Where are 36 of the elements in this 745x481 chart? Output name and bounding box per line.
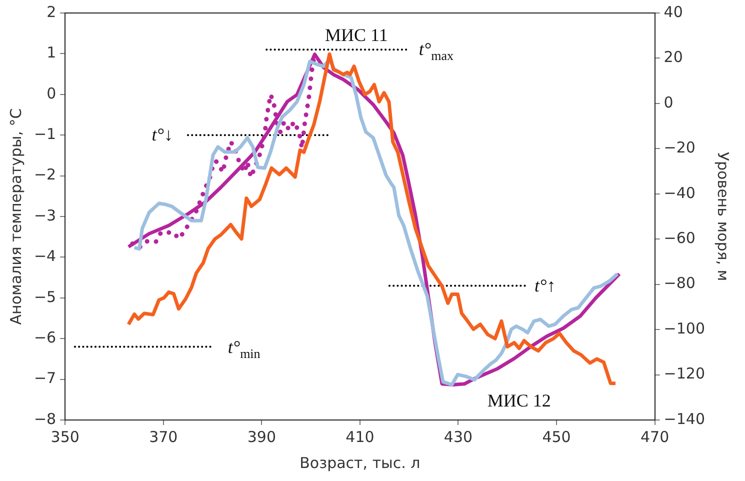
y2-tick-label: 0	[664, 93, 674, 112]
y2-tick-label: 20	[664, 48, 683, 66]
x-tick-label: 410	[346, 428, 374, 446]
y2-tick-label: −20	[664, 138, 696, 157]
x-tick-label: 350	[50, 428, 80, 446]
x-tick-label: 470	[640, 428, 670, 446]
x-axis-title: Возраст, тыс. л	[300, 454, 420, 472]
y-tick-label: 0	[46, 84, 56, 102]
y2-tick-label: 40	[664, 2, 683, 21]
y-tick-label: −8	[34, 410, 56, 428]
y-tick-label: −4	[34, 247, 56, 266]
annotation: t°↑	[534, 276, 556, 296]
y-tick-label: −5	[34, 288, 56, 306]
y2-tick-label: −80	[664, 274, 696, 292]
y-tick-label: −6	[34, 328, 56, 346]
annotation: МИС 11	[324, 24, 388, 45]
line-series	[130, 57, 316, 250]
annotation: t°↓	[152, 124, 173, 145]
y-tick-label: −1	[34, 124, 56, 143]
annotation: МИС 12	[487, 390, 551, 410]
y-tick-label: −7	[34, 369, 56, 388]
y2-tick-label: −60	[664, 229, 696, 247]
y-axis-title: Аномалия температуры, °C	[6, 108, 25, 325]
y-tick-label: 1	[46, 44, 56, 62]
y2-axis-title: Уровень моря, м	[714, 152, 732, 282]
x-tick-label: 370	[149, 428, 178, 446]
y2-tick-label: −140	[664, 410, 706, 428]
y-tick-label: −3	[34, 206, 56, 224]
y2-tick-label: −120	[664, 364, 706, 383]
y-tick-label: −2	[34, 166, 56, 184]
x-tick-label: 450	[542, 428, 571, 446]
y2-tick-label: −100	[664, 319, 706, 338]
y-tick-label: 2	[46, 2, 56, 21]
y2-tick-label: −40	[664, 184, 696, 202]
x-tick-label: 390	[247, 428, 276, 446]
x-tick-label: 430	[444, 428, 473, 446]
